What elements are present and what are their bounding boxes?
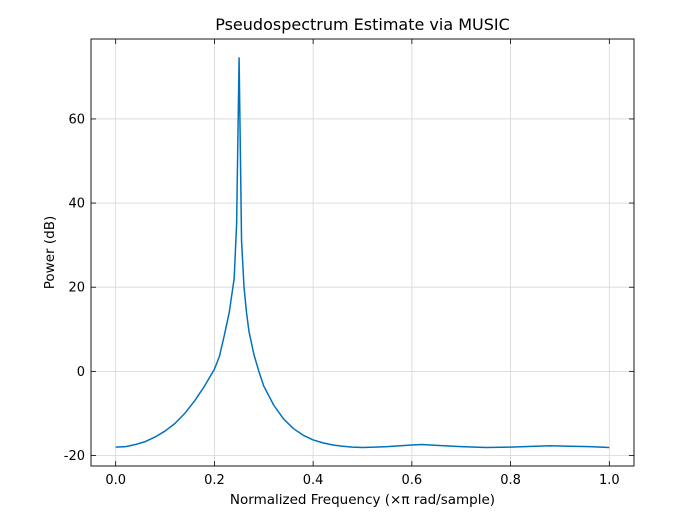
x-axis-label: Normalized Frequency (×π rad/sample) bbox=[230, 492, 495, 508]
y-tick-label: 0 bbox=[77, 365, 85, 380]
ticks: 0.0 0.2 0.4 0.6 0.8 1.0 -20 0 20 40 60 bbox=[64, 39, 634, 488]
x-tick-label: 0.4 bbox=[303, 473, 324, 488]
y-tick-label: 60 bbox=[68, 112, 85, 127]
y-tick-label: -20 bbox=[64, 449, 85, 464]
y-tick-label: 20 bbox=[68, 281, 85, 296]
series-layer bbox=[115, 57, 610, 449]
x-tick-label: 0.2 bbox=[204, 473, 225, 488]
x-tick-label: 1.0 bbox=[599, 473, 620, 488]
y-axis-label: Power (dB) bbox=[42, 216, 58, 289]
x-tick-label: 0.8 bbox=[500, 473, 521, 488]
pseudospectrum-line bbox=[115, 57, 610, 449]
x-tick-label: 0.6 bbox=[402, 473, 423, 488]
x-tick-label: 0.0 bbox=[105, 473, 126, 488]
plot-frame bbox=[90, 38, 635, 467]
chart-title: Pseudospectrum Estimate via MUSIC bbox=[215, 15, 510, 34]
y-tick-label: 40 bbox=[68, 197, 85, 212]
grid bbox=[91, 39, 634, 466]
